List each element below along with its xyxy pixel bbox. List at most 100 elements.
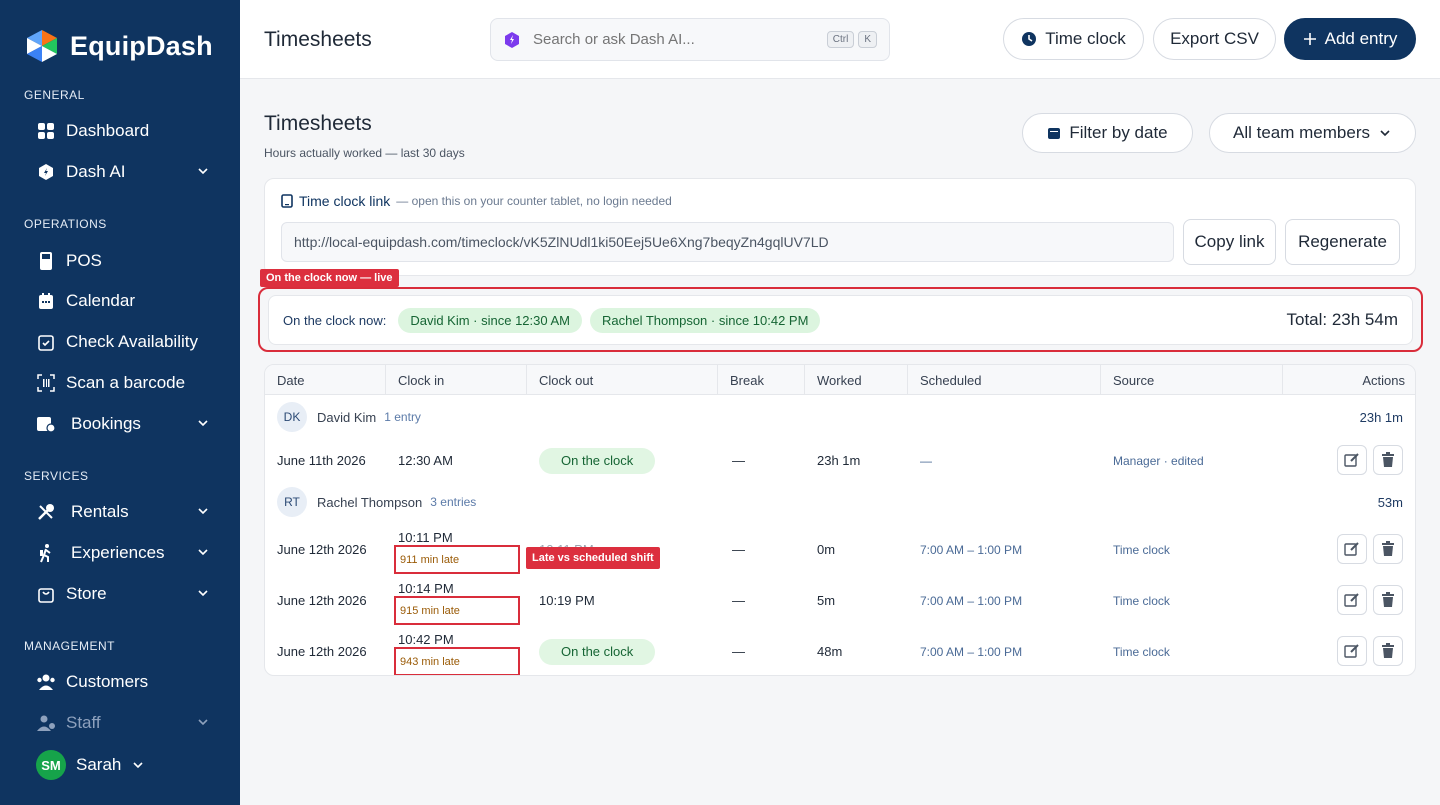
cell-break: — bbox=[732, 542, 745, 557]
delete-entry-button[interactable] bbox=[1373, 585, 1403, 615]
sidebar-item-dashboard[interactable]: Dashboard bbox=[36, 114, 216, 148]
edit-icon bbox=[1344, 644, 1359, 658]
sidebar-item-bookings[interactable]: Bookings bbox=[36, 407, 216, 441]
late-indicator: 943 min late bbox=[394, 647, 520, 675]
sidebar-item-check-availability[interactable]: Check Availability bbox=[36, 325, 216, 359]
sidebar-item-staff[interactable]: Staff bbox=[36, 706, 216, 740]
section-title: Timesheets bbox=[264, 112, 372, 135]
cell-worked: 0m bbox=[817, 542, 836, 557]
cell-date: June 12th 2026 bbox=[277, 542, 367, 557]
add-entry-button[interactable]: Add entry bbox=[1284, 18, 1416, 60]
trash-icon bbox=[1382, 643, 1394, 658]
on-the-clock-status: On the clock bbox=[539, 447, 656, 474]
table-header: Date Clock in Clock out Break Worked Sch… bbox=[265, 365, 1415, 395]
calendar-icon bbox=[1048, 128, 1061, 139]
cell-break: — bbox=[732, 644, 745, 659]
team-member-value: All team members bbox=[1233, 123, 1370, 142]
edit-entry-button[interactable] bbox=[1337, 534, 1367, 564]
table-row: June 12th 2026 10:14 PM 915 min late 10:… bbox=[265, 575, 1415, 626]
sidebar-item-experiences[interactable]: Experiences bbox=[36, 536, 216, 570]
cell-date: June 12th 2026 bbox=[277, 593, 367, 608]
delete-entry-button[interactable] bbox=[1373, 636, 1403, 666]
column-header-clock-out: Clock out bbox=[527, 365, 718, 395]
delete-entry-button[interactable] bbox=[1373, 445, 1403, 475]
users-icon bbox=[36, 672, 56, 692]
cell-worked: 48m bbox=[817, 644, 843, 659]
column-header-scheduled: Scheduled bbox=[908, 365, 1101, 395]
staff-icon bbox=[36, 713, 56, 733]
bookings-icon bbox=[36, 414, 56, 434]
copy-link-button[interactable]: Copy link bbox=[1183, 219, 1276, 265]
employee-total: 53m bbox=[1377, 494, 1403, 510]
late-callout-annotation: Late vs scheduled shift bbox=[526, 547, 660, 569]
grid-icon bbox=[36, 121, 56, 141]
time-clock-button[interactable]: Time clock bbox=[1003, 18, 1144, 60]
sidebar-item-label: Staff bbox=[66, 713, 101, 732]
sidebar-item-calendar[interactable]: Calendar bbox=[36, 284, 216, 318]
sidebar-item-customers[interactable]: Customers bbox=[36, 665, 216, 699]
employee-name: David Kim bbox=[317, 409, 377, 425]
on-clock-total: Total: 23h 54m bbox=[1286, 310, 1398, 329]
ai-spark-icon bbox=[505, 31, 519, 48]
edit-icon bbox=[1344, 542, 1359, 556]
sidebar-item-label: Check Availability bbox=[66, 332, 198, 351]
sidebar-item-label: Dashboard bbox=[66, 121, 150, 140]
export-csv-button[interactable]: Export CSV bbox=[1153, 18, 1276, 60]
search-bar[interactable]: Ctrl K bbox=[490, 18, 890, 61]
chevron-down-icon bbox=[1380, 130, 1390, 137]
user-menu[interactable]: SM Sarah bbox=[36, 750, 145, 780]
user-name: Sarah bbox=[76, 755, 122, 774]
cell-source: Time clock bbox=[1113, 593, 1170, 608]
sidebar-item-dash-ai[interactable]: Dash AI bbox=[36, 155, 216, 189]
page-title: Timesheets bbox=[264, 28, 372, 51]
kbd-ctrl: Ctrl bbox=[826, 31, 855, 48]
edit-entry-button[interactable] bbox=[1337, 445, 1367, 475]
edit-icon bbox=[1344, 593, 1359, 607]
sidebar-item-pos[interactable]: POS bbox=[36, 244, 216, 278]
edit-entry-button[interactable] bbox=[1337, 585, 1367, 615]
sidebar-item-rentals[interactable]: Rentals bbox=[36, 495, 216, 529]
on-clock-chip[interactable]: Rachel Thompson · since 10:42 PM bbox=[590, 307, 821, 333]
table-row: June 12th 2026 10:11 PM 911 min late 10:… bbox=[265, 524, 1415, 575]
entry-count: 3 entries bbox=[430, 495, 477, 509]
cell-worked: 5m bbox=[817, 593, 836, 608]
on-the-clock-status: On the clock bbox=[539, 638, 656, 665]
cell-break: — bbox=[732, 453, 745, 468]
column-header-source: Source bbox=[1101, 365, 1283, 395]
chevron-down-icon bbox=[198, 549, 208, 556]
cell-clock-in: 10:11 PM 911 min late bbox=[394, 530, 520, 574]
on-clock-chip[interactable]: David Kim · since 12:30 AM bbox=[398, 307, 583, 333]
time-clock-url-field[interactable]: http://local-equipdash.com/timeclock/vK5… bbox=[281, 222, 1174, 262]
regenerate-button[interactable]: Regenerate bbox=[1285, 219, 1400, 265]
clock-in-time: 10:14 PM bbox=[398, 581, 454, 596]
clock-in-time: 10:42 PM bbox=[398, 632, 454, 647]
sidebar-item-scan-barcode[interactable]: Scan a barcode bbox=[36, 366, 216, 400]
cell-break: — bbox=[732, 593, 745, 608]
delete-entry-button[interactable] bbox=[1373, 534, 1403, 564]
filter-by-date-button[interactable]: Filter by date bbox=[1022, 113, 1193, 153]
sidebar-item-store[interactable]: Store bbox=[36, 577, 216, 611]
cell-clock-in: 10:42 PM 943 min late bbox=[394, 632, 520, 675]
edit-icon bbox=[1344, 453, 1359, 467]
app-logo[interactable]: EquipDash bbox=[24, 28, 213, 64]
time-clock-link-heading: Time clock link — open this on your coun… bbox=[281, 193, 672, 209]
sidebar-item-label: Scan a barcode bbox=[66, 373, 186, 392]
clock-in-time: 10:11 PM bbox=[398, 530, 453, 545]
entry-count: 1 entry bbox=[384, 410, 421, 424]
cell-clock-out: 10:19 PM bbox=[539, 593, 595, 608]
search-input[interactable] bbox=[533, 31, 823, 48]
employee-group-header: DK David Kim 1 entry 23h 1m bbox=[265, 395, 1415, 439]
cell-date: June 12th 2026 bbox=[277, 644, 367, 659]
cell-source: Time clock bbox=[1113, 542, 1170, 557]
section-subtitle: Hours actually worked — last 30 days bbox=[264, 146, 465, 160]
cell-scheduled: 7:00 AM – 1:00 PM bbox=[920, 542, 1023, 557]
edit-entry-button[interactable] bbox=[1337, 636, 1367, 666]
chevron-down-icon bbox=[198, 719, 208, 726]
team-member-select[interactable]: All team members bbox=[1209, 113, 1416, 153]
sidebar-item-label: Rentals bbox=[71, 502, 129, 521]
barcode-icon bbox=[36, 373, 56, 393]
column-header-worked: Worked bbox=[805, 365, 908, 395]
clock-icon bbox=[1022, 32, 1037, 46]
employee-group-header: RT Rachel Thompson 3 entries 53m bbox=[265, 480, 1415, 524]
table-row: June 11th 2026 12:30 AM On the clock — 2… bbox=[265, 435, 1415, 486]
